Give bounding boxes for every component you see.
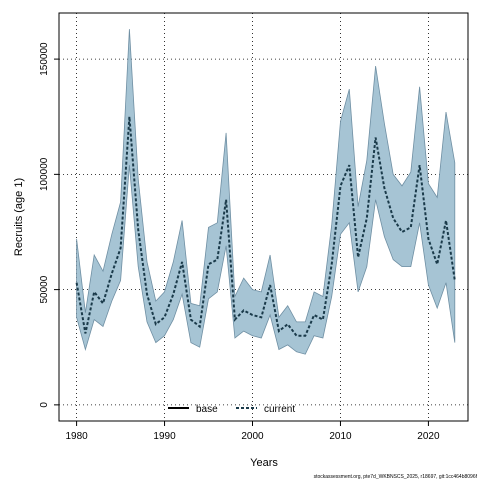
x-axis: 1980 1990 2000 2010 2020 [65,421,440,442]
y-tick-label-100000: 100000 [39,157,50,191]
y-tick-label-50000: 50000 [39,275,50,303]
x-tick-label-1990: 1990 [153,431,176,442]
confidence-band [76,29,456,355]
legend-current-label: current [264,404,295,415]
x-tick-label-2000: 2000 [241,431,264,442]
x-tick-label-2010: 2010 [329,431,352,442]
footer-source-text: stockassessment.org, pte7d_WKBNSCS_2025,… [314,474,478,480]
series-line-current [75,116,456,337]
plot-frame [58,12,469,422]
y-tick-label-0: 0 [39,402,50,408]
x-axis-title: Years [250,457,278,469]
y-axis: 0 50000 100000 150000 [39,42,59,408]
legend-base-label: base [196,404,218,415]
legend: base current [168,404,295,415]
y-axis-title: Recruits (age 1) [13,178,25,256]
y-tick-label-150000: 150000 [39,42,50,76]
confidence-band-layer [76,29,456,355]
series-lines [75,116,456,337]
x-tick-label-2020: 2020 [417,431,440,442]
x-tick-label-1980: 1980 [65,431,88,442]
